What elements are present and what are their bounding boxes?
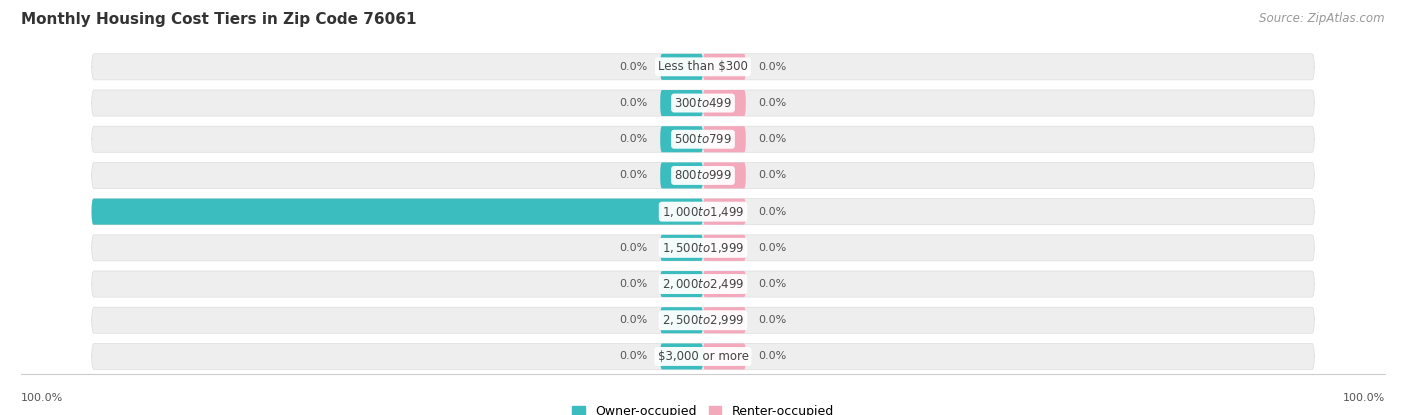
FancyBboxPatch shape xyxy=(91,54,1315,80)
Text: 0.0%: 0.0% xyxy=(758,134,786,144)
FancyBboxPatch shape xyxy=(703,90,745,116)
FancyBboxPatch shape xyxy=(91,235,1315,261)
FancyBboxPatch shape xyxy=(661,271,703,297)
Text: $300 to $499: $300 to $499 xyxy=(673,97,733,110)
Text: 0.0%: 0.0% xyxy=(620,315,648,325)
FancyBboxPatch shape xyxy=(703,54,745,80)
Text: 0.0%: 0.0% xyxy=(620,134,648,144)
Text: Source: ZipAtlas.com: Source: ZipAtlas.com xyxy=(1260,12,1385,25)
FancyBboxPatch shape xyxy=(91,90,1315,116)
Text: 0.0%: 0.0% xyxy=(620,98,648,108)
Text: Less than $300: Less than $300 xyxy=(658,60,748,73)
Text: 0.0%: 0.0% xyxy=(620,62,648,72)
FancyBboxPatch shape xyxy=(91,344,1315,369)
Text: $3,000 or more: $3,000 or more xyxy=(658,350,748,363)
FancyBboxPatch shape xyxy=(91,271,1315,297)
FancyBboxPatch shape xyxy=(661,307,703,333)
FancyBboxPatch shape xyxy=(703,307,745,333)
Text: $800 to $999: $800 to $999 xyxy=(673,169,733,182)
FancyBboxPatch shape xyxy=(703,199,745,225)
Text: 0.0%: 0.0% xyxy=(620,171,648,181)
FancyBboxPatch shape xyxy=(91,307,1315,333)
Text: 0.0%: 0.0% xyxy=(758,207,786,217)
FancyBboxPatch shape xyxy=(703,126,745,152)
Text: 0.0%: 0.0% xyxy=(620,243,648,253)
FancyBboxPatch shape xyxy=(91,126,1315,152)
Text: 100.0%: 100.0% xyxy=(21,393,63,403)
Text: 0.0%: 0.0% xyxy=(758,279,786,289)
Text: 0.0%: 0.0% xyxy=(758,315,786,325)
Text: 100.0%: 100.0% xyxy=(1343,393,1385,403)
FancyBboxPatch shape xyxy=(661,90,703,116)
Text: 0.0%: 0.0% xyxy=(620,352,648,361)
FancyBboxPatch shape xyxy=(661,54,703,80)
FancyBboxPatch shape xyxy=(91,199,1315,225)
FancyBboxPatch shape xyxy=(703,344,745,369)
Text: 100.0%: 100.0% xyxy=(31,207,76,217)
Text: $1,000 to $1,499: $1,000 to $1,499 xyxy=(662,205,744,219)
Text: 0.0%: 0.0% xyxy=(758,62,786,72)
FancyBboxPatch shape xyxy=(661,235,703,261)
FancyBboxPatch shape xyxy=(703,271,745,297)
Text: $1,500 to $1,999: $1,500 to $1,999 xyxy=(662,241,744,255)
Text: $2,500 to $2,999: $2,500 to $2,999 xyxy=(662,313,744,327)
Text: $500 to $799: $500 to $799 xyxy=(673,133,733,146)
Legend: Owner-occupied, Renter-occupied: Owner-occupied, Renter-occupied xyxy=(568,400,838,415)
FancyBboxPatch shape xyxy=(703,162,745,188)
FancyBboxPatch shape xyxy=(661,162,703,188)
Text: 0.0%: 0.0% xyxy=(758,171,786,181)
Text: 0.0%: 0.0% xyxy=(758,243,786,253)
FancyBboxPatch shape xyxy=(703,235,745,261)
Text: 0.0%: 0.0% xyxy=(758,98,786,108)
Text: 0.0%: 0.0% xyxy=(620,279,648,289)
Text: Monthly Housing Cost Tiers in Zip Code 76061: Monthly Housing Cost Tiers in Zip Code 7… xyxy=(21,12,416,27)
FancyBboxPatch shape xyxy=(91,162,1315,188)
FancyBboxPatch shape xyxy=(91,199,703,225)
FancyBboxPatch shape xyxy=(661,344,703,369)
Text: 0.0%: 0.0% xyxy=(758,352,786,361)
FancyBboxPatch shape xyxy=(661,126,703,152)
Text: $2,000 to $2,499: $2,000 to $2,499 xyxy=(662,277,744,291)
